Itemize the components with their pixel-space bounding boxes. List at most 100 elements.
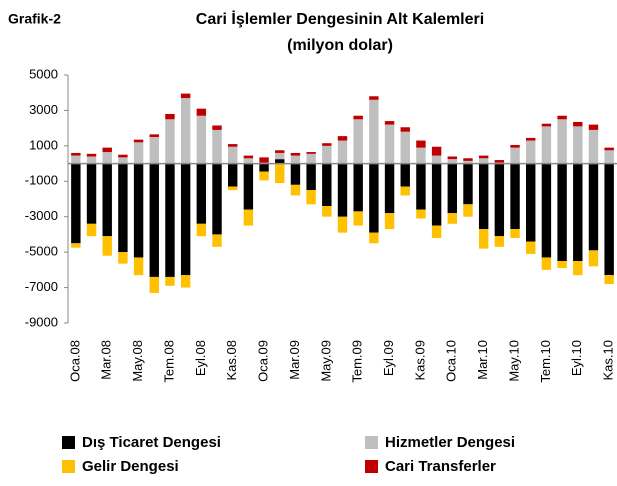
bar-segment — [526, 241, 536, 254]
bar-segment — [180, 163, 191, 276]
bar-segment — [275, 159, 285, 164]
bar-segment — [604, 275, 614, 285]
bar-segment — [463, 204, 473, 217]
bar-segment — [369, 96, 379, 100]
y-tick-label: 5000 — [29, 66, 58, 81]
bar-segment — [416, 163, 426, 210]
bar-segment — [416, 209, 426, 219]
bar-segment — [227, 163, 238, 187]
bar-segment — [400, 163, 410, 187]
bar-segment — [275, 163, 285, 184]
bar-segment — [541, 163, 552, 258]
bar-segment — [149, 134, 159, 137]
bar-segment — [118, 157, 128, 164]
x-tick-label: Mar.08 — [99, 340, 114, 380]
bar-segment — [369, 99, 379, 164]
y-tick-label: 1000 — [29, 137, 58, 152]
bar-segment — [212, 125, 222, 130]
chart-title: Cari İşlemler Dengesinin Alt Kalemleri — [196, 10, 484, 28]
bar-segment — [337, 136, 348, 141]
bar-segment — [306, 163, 316, 191]
bar-segment — [165, 119, 175, 164]
bar-segment — [337, 140, 348, 164]
x-tick-label: Eyl.09 — [381, 340, 396, 376]
bar-segment — [416, 147, 426, 164]
x-tick-label: Oca.10 — [444, 340, 459, 382]
x-tick-label: Eyl.08 — [193, 340, 208, 376]
bar-segment — [431, 225, 442, 238]
bar-segment — [165, 163, 175, 277]
bar-segment — [133, 163, 144, 258]
bar-segment — [447, 163, 458, 214]
bar-segment — [102, 163, 112, 237]
x-tick-label: May.08 — [130, 340, 145, 382]
bar-segment — [243, 158, 254, 164]
bar-segment — [557, 261, 567, 269]
x-tick-label: Kas.10 — [601, 340, 616, 380]
bar-segment — [573, 126, 583, 164]
bar-segment — [102, 147, 112, 153]
bar-segment — [604, 150, 614, 164]
bar-segment — [118, 163, 128, 253]
bar-segment — [102, 236, 112, 256]
bar-segment — [275, 152, 285, 160]
bar-segment — [133, 257, 144, 276]
bar-segment — [541, 126, 552, 164]
x-tick-label: Kas.08 — [224, 340, 239, 380]
bar-segment — [369, 232, 379, 244]
y-tick-label: -1000 — [25, 173, 58, 188]
bar-segment — [227, 144, 238, 147]
bar-segment — [557, 115, 567, 120]
bar-segment — [71, 163, 81, 244]
bar-segment — [353, 115, 363, 120]
bar-segment — [557, 163, 567, 261]
legend-label: Gelir Dengesi — [82, 458, 179, 475]
bar-segment — [463, 163, 473, 205]
bar-segment — [384, 124, 395, 164]
bar-segment — [447, 213, 458, 224]
bar-segment — [604, 163, 614, 276]
legend-swatch — [62, 460, 75, 473]
bar-segment — [243, 155, 254, 159]
bar-segment — [431, 146, 442, 156]
bar-segment — [384, 121, 395, 125]
bar-segment — [494, 160, 505, 163]
bar-segment — [290, 152, 301, 156]
bar-segment — [604, 147, 614, 151]
bar-segment — [541, 257, 552, 270]
bar-segment — [86, 153, 97, 157]
bar-segment — [227, 186, 238, 191]
bar-segment — [557, 119, 567, 164]
y-tick-label: -3000 — [25, 208, 58, 223]
legend-swatch — [365, 460, 378, 473]
bar-segment — [431, 155, 442, 164]
bar-segment — [526, 137, 536, 141]
bar-segment — [541, 123, 552, 127]
bar-segment — [180, 275, 191, 288]
bar-segment — [196, 115, 207, 164]
legend-swatch — [365, 436, 378, 449]
bar-segment — [431, 163, 442, 226]
bar-segment — [290, 184, 301, 196]
bar-segment — [259, 163, 269, 172]
x-tick-label: Oca.08 — [67, 340, 82, 382]
x-tick-label: Kas.09 — [412, 340, 427, 380]
y-tick-label: -5000 — [25, 244, 58, 259]
bar-segment — [463, 160, 473, 164]
bar-segment — [196, 108, 207, 116]
bar-segment — [275, 150, 285, 153]
y-tick-label: 3000 — [29, 102, 58, 117]
bar-segment — [149, 163, 159, 277]
x-tick-label: Mar.09 — [287, 340, 302, 380]
bar-segment — [588, 250, 599, 267]
x-tick-label: Mar.10 — [475, 340, 490, 380]
x-tick-label: Tem.09 — [350, 340, 365, 383]
bar-segment — [322, 145, 332, 164]
chart-subtitle: (milyon dolar) — [287, 37, 393, 54]
bar-segment — [86, 223, 97, 237]
bar-segment — [196, 163, 207, 224]
y-tick-label: -7000 — [25, 279, 58, 294]
bar-segment — [384, 163, 395, 214]
bar-segment — [353, 163, 363, 212]
bar-segment — [526, 163, 536, 242]
